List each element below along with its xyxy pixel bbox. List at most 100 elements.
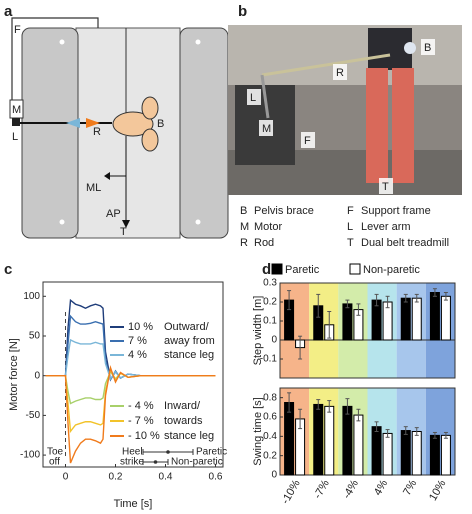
y-tick-label: -0.1 — [260, 354, 278, 365]
legend-label: - 4 % — [128, 400, 154, 412]
diagram-label: R — [93, 126, 101, 138]
y-axis-label: Swing time [s] — [252, 397, 264, 465]
foot — [141, 96, 159, 120]
plot-frame — [279, 387, 456, 476]
support-frame — [11, 17, 99, 100]
left-belt — [21, 27, 79, 239]
photo-label: T — [382, 181, 389, 193]
bar — [440, 434, 451, 476]
y-axis-label: Step width [m] — [252, 296, 264, 366]
label-box — [247, 89, 261, 105]
legend-key: T — [347, 237, 354, 249]
photo-legend: B Pelvis brace M Motor R Rod F Support frame L Le… — [240, 205, 449, 249]
photo-label: R — [336, 67, 344, 79]
y-tick-label: 0.2 — [263, 450, 277, 461]
bar — [324, 405, 335, 476]
legend-text: Dual belt treadmill — [361, 237, 449, 249]
x-tick-label: -7% — [312, 478, 332, 501]
panel-letter: c — [4, 261, 12, 278]
x-tick-label: -4% — [341, 478, 361, 501]
label-box — [259, 120, 273, 136]
y-tick-label: 0.3 — [263, 278, 277, 289]
diagram-label: T — [120, 226, 127, 238]
bolt — [195, 219, 201, 225]
annotation: Toe — [47, 447, 64, 458]
legend-text: Lever arm — [361, 221, 411, 233]
photo-label: B — [424, 42, 431, 54]
force-arrow — [66, 118, 80, 128]
bar — [440, 295, 451, 341]
legend-label: - 10 % — [128, 430, 160, 442]
x-tick-label: 0.6 — [209, 472, 223, 483]
legend-group-label: away from — [164, 335, 215, 347]
x-tick-label: 10% — [427, 478, 449, 503]
diagram-label: AP — [106, 208, 121, 220]
x-tick-label: -10% — [279, 478, 302, 506]
legend-label: 7 % — [128, 335, 147, 347]
arrow-head — [122, 220, 130, 228]
label-box — [301, 132, 315, 148]
bar — [382, 432, 393, 476]
y-tick-label: -50 — [26, 410, 41, 421]
bar — [400, 430, 411, 476]
y-tick-label: 0.6 — [263, 412, 277, 423]
lever — [260, 74, 270, 119]
y-tick-label: -100 — [20, 450, 40, 461]
legend-group-label: Inward/ — [164, 400, 201, 412]
bar — [429, 292, 440, 341]
bar — [400, 297, 411, 341]
bar — [313, 403, 324, 476]
annotation: off — [49, 457, 60, 468]
x-tick-label: 4% — [372, 478, 390, 498]
mean-marker — [166, 450, 170, 454]
y-tick-label: 0 — [34, 370, 40, 381]
diagram-label: B — [157, 118, 164, 130]
arrow-head — [104, 172, 110, 180]
legend-text: Pelvis brace — [254, 205, 314, 217]
diagram-label: F — [14, 24, 21, 36]
series-line — [45, 365, 216, 464]
bar — [353, 414, 364, 476]
legend-label: Non-paretic — [363, 264, 420, 276]
y-tick-label: 50 — [29, 331, 41, 342]
bar — [342, 405, 353, 476]
x-tick-label: 0 — [63, 472, 69, 483]
mean-marker — [153, 460, 158, 464]
panel-letter: a — [4, 3, 13, 20]
legend-label: - 7 % — [128, 415, 154, 427]
annotation: strike — [120, 457, 144, 468]
bolt — [59, 219, 65, 225]
bar-label: Paretic — [196, 447, 227, 458]
bar-label: Non-paretic — [171, 457, 223, 468]
lever-box — [12, 118, 20, 126]
legend-key: F — [347, 205, 354, 217]
bar — [371, 426, 382, 476]
y-tick-label: 0.4 — [263, 431, 277, 442]
rod — [261, 53, 391, 77]
legend-key: L — [347, 221, 353, 233]
right-belt — [179, 27, 229, 239]
bolt — [59, 39, 65, 45]
brace — [404, 42, 416, 54]
x-axis-label: Time [s] — [114, 498, 153, 510]
diagram-label: L — [12, 131, 18, 143]
diagram-label: ML — [86, 182, 101, 194]
photo-labels: B R L M F T — [247, 39, 435, 194]
legend-text: Rod — [254, 237, 274, 249]
x-tick-label: 0.2 — [109, 472, 123, 483]
legend-group-label: towards — [164, 415, 203, 427]
leg — [392, 68, 414, 183]
panel-letter: b — [238, 3, 247, 20]
legend-label: 10 % — [128, 321, 153, 333]
legend-key: M — [240, 221, 249, 233]
foot — [141, 128, 159, 152]
legend-swatch — [271, 263, 283, 275]
y-tick-label: 100 — [23, 291, 40, 302]
panel-letter: d — [262, 261, 271, 278]
x-tick-label: 7% — [401, 478, 419, 498]
label-box — [379, 178, 393, 194]
y-tick-label: 0.1 — [263, 316, 277, 327]
y-tick-label: 0.2 — [263, 297, 277, 308]
plot-frame — [279, 282, 456, 379]
